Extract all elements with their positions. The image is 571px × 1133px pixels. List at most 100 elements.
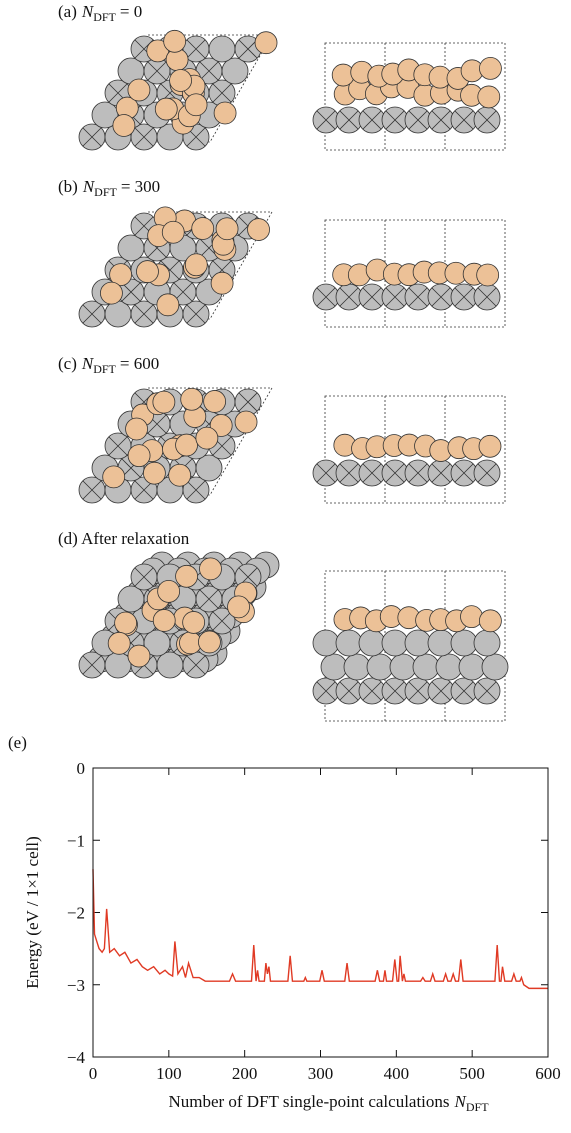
substrate-atom (105, 301, 131, 327)
adsorbate-atom (478, 86, 500, 108)
panel-label: (b)NDFT= 300 (58, 177, 160, 199)
adsorbate-atom (128, 445, 150, 467)
panel-letter: (a) (58, 2, 77, 21)
substrate-atom (482, 654, 508, 680)
adsorbate-atom (211, 272, 233, 294)
panel-label: (d) After relaxation (58, 529, 190, 548)
subscript: DFT (93, 362, 116, 376)
adsorbate-atom (158, 580, 180, 602)
adsorbate-atom (113, 114, 135, 136)
adsorbate-atom (126, 418, 148, 440)
adsorbate-atom (248, 219, 270, 241)
substrate-atom (405, 630, 431, 656)
subscript: DFT (94, 185, 117, 199)
adsorbate-atom (108, 632, 130, 654)
adsorbate-atom (235, 411, 257, 433)
adsorbate-atom (181, 388, 203, 410)
adsorbate-atom (461, 606, 483, 628)
adsorbate-atom (196, 427, 218, 449)
substrate-atom (222, 58, 248, 84)
y-axis-title: Energy (eV / 1×1 cell) (23, 836, 42, 988)
substrate-atom (344, 654, 370, 680)
adsorbate-atom (176, 565, 198, 587)
adsorbate-atom (479, 57, 501, 79)
adsorbate-atom (115, 612, 137, 634)
substrate-atom (413, 654, 439, 680)
panel-letter: (c) (58, 354, 77, 373)
adsorbate-atom (176, 434, 198, 456)
x-tick-label: 100 (156, 1064, 182, 1083)
substrate-atom (313, 630, 339, 656)
structure-panel (79, 388, 505, 503)
x-tick-label: 400 (384, 1064, 410, 1083)
structure-panel (79, 552, 508, 721)
substrate-atom (118, 235, 144, 261)
adsorbate-atom (228, 596, 250, 618)
substrate-atom (474, 630, 500, 656)
y-tick-label: −4 (67, 1048, 86, 1067)
adsorbate-atom (479, 610, 501, 632)
adsorbate-atom (198, 631, 220, 653)
y-tick-label: −2 (67, 904, 85, 923)
substrate-atom (459, 654, 485, 680)
substrate-atom (336, 630, 362, 656)
page: {"panels": [ {"label": "(a)", "variable"… (0, 0, 571, 1133)
energy-chart: (e)0−1−2−3−40100200300400500600Energy (e… (8, 733, 561, 1114)
adsorbate-atom (214, 102, 236, 124)
energy-line (93, 869, 548, 988)
panel-letter: (b) (58, 177, 78, 196)
adsorbate-atom (143, 462, 165, 484)
substrate-atom (428, 630, 454, 656)
adsorbate-atom (153, 391, 175, 413)
substrate-atom (367, 654, 393, 680)
x-tick-label: 500 (459, 1064, 485, 1083)
structures (79, 30, 508, 721)
substrate-atom (118, 586, 144, 612)
adsorbate-atom (185, 254, 207, 276)
subscript: DFT (93, 10, 116, 24)
y-tick-label: 0 (77, 759, 86, 778)
panel-label: (e) (8, 733, 27, 752)
adsorbate-atom (128, 79, 150, 101)
adsorbate-atom (192, 217, 214, 239)
adsorbate-atom (100, 282, 122, 304)
structure-panel (79, 207, 505, 327)
substrate-atom (157, 652, 183, 678)
structure-panel (79, 30, 505, 150)
value-text: = 600 (120, 354, 159, 373)
substrate-atom (436, 654, 462, 680)
adsorbate-atom (169, 464, 191, 486)
substrate-atom (209, 36, 235, 62)
panel-letter: (d) After relaxation (58, 529, 190, 548)
substrate-atom (382, 630, 408, 656)
adsorbate-atom (162, 221, 184, 243)
value-text: = 0 (120, 2, 142, 21)
x-axis-subscript: DFT (466, 1100, 489, 1114)
substrate-atom (321, 654, 347, 680)
panel-label: (a)NDFT= 0 (58, 2, 142, 24)
adsorbate-atom (183, 611, 205, 633)
adsorbate-atom (479, 435, 501, 457)
adsorbate-atom (255, 32, 277, 54)
x-axis-title: Number of DFT single-point calculationsN… (168, 1092, 489, 1114)
adsorbate-atom (157, 294, 179, 316)
x-tick-label: 300 (308, 1064, 334, 1083)
adsorbate-atom (153, 609, 175, 631)
x-tick-label: 600 (535, 1064, 561, 1083)
adsorbate-atom (103, 466, 125, 488)
x-tick-label: 0 (89, 1064, 98, 1083)
adsorbate-atom (200, 558, 222, 580)
panel-label: (c)NDFT= 600 (58, 354, 159, 376)
substrate-atom (359, 630, 385, 656)
adsorbate-atom (136, 261, 158, 283)
adsorbate-atom (185, 94, 207, 116)
adsorbate-atom (128, 645, 150, 667)
plot-frame (93, 768, 548, 1057)
adsorbate-atom (477, 264, 499, 286)
adsorbate-atom (164, 30, 186, 52)
y-tick-label: −3 (67, 976, 85, 995)
adsorbate-atom (204, 390, 226, 412)
y-tick-label: −1 (67, 831, 85, 850)
x-tick-label: 200 (232, 1064, 258, 1083)
substrate-atom (196, 455, 222, 481)
